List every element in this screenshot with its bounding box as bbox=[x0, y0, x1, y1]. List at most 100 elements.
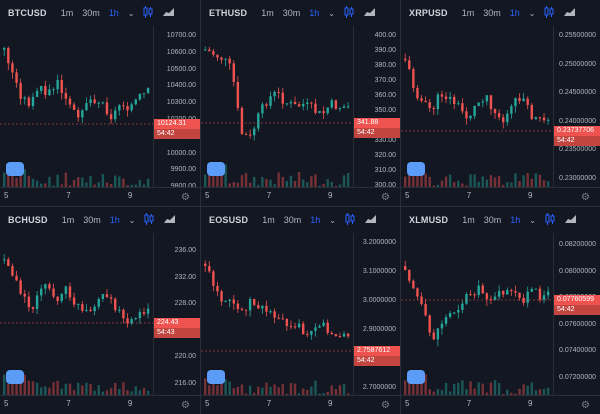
candle bbox=[265, 102, 268, 109]
price-axis[interactable]: 0.082000000.080000000.078000000.07600000… bbox=[553, 233, 600, 396]
timeframe-30m[interactable]: 30m bbox=[483, 8, 501, 18]
timeframe-30m[interactable]: 30m bbox=[282, 8, 301, 18]
volume-bar bbox=[293, 383, 297, 396]
chart-pane-eosusd[interactable]: EOSUSD 1m 30m 1h ⌄ 3.2000000 3.1000000 3.000000… bbox=[201, 207, 400, 414]
timeframe-1h[interactable]: 1h bbox=[309, 8, 320, 18]
price-axis[interactable]: 3.20000003.10000003.00000002.90000002.80… bbox=[353, 233, 400, 396]
time-axis[interactable]: 5 7 9 ⚙ bbox=[0, 395, 200, 414]
price-axis[interactable]: 10700.00 10600.00 10500.00 10400.00 10300.00… bbox=[153, 26, 200, 190]
symbol-label[interactable]: BCHUSD bbox=[8, 215, 48, 225]
time-axis[interactable]: 5 7 9 ⚙ bbox=[201, 187, 400, 206]
timeframe-1h[interactable]: 1h bbox=[109, 215, 120, 225]
chevron-down-icon[interactable]: ⌄ bbox=[528, 8, 536, 18]
symbol-label[interactable]: EOSUSD bbox=[209, 215, 249, 225]
time-axis[interactable]: 5 7 9 ⚙ bbox=[401, 187, 600, 206]
candles-icon[interactable] bbox=[345, 213, 355, 227]
volume-bar bbox=[546, 387, 550, 396]
candles-icon[interactable] bbox=[545, 213, 555, 227]
area-chart-icon[interactable] bbox=[363, 7, 376, 19]
candle bbox=[424, 96, 427, 103]
timeframe-1h[interactable]: 1h bbox=[509, 8, 520, 18]
volume-bar bbox=[105, 182, 109, 188]
candlestick-plot[interactable] bbox=[0, 26, 154, 188]
timeframe-1m[interactable]: 1m bbox=[261, 8, 274, 18]
symbol-label[interactable]: XLMUSD bbox=[409, 215, 449, 225]
timeframe-1m[interactable]: 1m bbox=[60, 8, 74, 18]
candle bbox=[538, 285, 542, 303]
timeframe-30m[interactable]: 30m bbox=[483, 215, 502, 225]
timeframe-1m[interactable]: 1m bbox=[61, 215, 75, 225]
candlestick-plot[interactable] bbox=[0, 233, 154, 396]
settings-gear-icon[interactable]: ⚙ bbox=[581, 192, 590, 203]
tradingview-logo-icon[interactable] bbox=[207, 370, 225, 384]
timeframe-1h[interactable]: 1h bbox=[510, 215, 521, 225]
chart-pane-xrpusd[interactable]: XRPUSD 1m 30m 1h ⌄ 0.25500000 0.25000000 0.2450… bbox=[401, 0, 600, 206]
chevron-down-icon[interactable]: ⌄ bbox=[328, 8, 335, 18]
timeframe-1m[interactable]: 1m bbox=[262, 215, 275, 225]
settings-gear-icon[interactable]: ⚙ bbox=[381, 400, 390, 411]
chart-pane-bchusd[interactable]: BCHUSD 1m 30m 1h ⌄ 236.00232.00228.00224.0022… bbox=[0, 207, 200, 414]
volume-bar bbox=[146, 390, 150, 396]
chevron-down-icon[interactable]: ⌄ bbox=[128, 215, 136, 225]
timeframe-1h[interactable]: 1h bbox=[108, 8, 119, 18]
timeframe-30m[interactable]: 30m bbox=[283, 215, 302, 225]
tradingview-logo-icon[interactable] bbox=[6, 162, 24, 176]
price-axis[interactable]: 400.00390.00380.00370.00360.00350.00340.… bbox=[353, 26, 400, 189]
settings-gear-icon[interactable]: ⚙ bbox=[381, 192, 390, 203]
timeframe-1m[interactable]: 1m bbox=[461, 8, 475, 18]
symbol-label[interactable]: BTCUSD bbox=[8, 8, 47, 18]
timeframe-30m[interactable]: 30m bbox=[82, 8, 100, 18]
chevron-down-icon[interactable]: ⌄ bbox=[127, 8, 135, 18]
candle bbox=[7, 46, 10, 70]
area-chart-icon[interactable] bbox=[364, 214, 377, 226]
tradingview-logo-icon[interactable] bbox=[207, 162, 225, 176]
chevron-down-icon[interactable]: ⌄ bbox=[329, 215, 336, 225]
volume-bar bbox=[485, 392, 489, 396]
chart-pane-xlmusd[interactable]: XLMUSD 1m 30m 1h ⌄ 0.082000000.080000000.0780… bbox=[401, 207, 600, 414]
volume-bar bbox=[212, 373, 215, 396]
settings-gear-icon[interactable]: ⚙ bbox=[181, 400, 190, 411]
chart-pane-btcusd[interactable]: BTCUSD 1m 30m 1h ⌄ 10700.00 10600.00 10500.00 10… bbox=[0, 0, 200, 206]
settings-gear-icon[interactable]: ⚙ bbox=[581, 400, 590, 411]
candlestick-plot[interactable] bbox=[201, 26, 354, 188]
candle bbox=[77, 303, 80, 310]
volume-bar bbox=[236, 386, 240, 396]
candlestick-plot[interactable] bbox=[401, 233, 554, 396]
candle bbox=[220, 289, 223, 306]
time-axis[interactable]: 5 7 9 ⚙ bbox=[401, 395, 600, 414]
time-axis[interactable]: 5 7 9 ⚙ bbox=[201, 395, 400, 414]
tradingview-logo-icon[interactable] bbox=[6, 370, 24, 384]
timeframe-30m[interactable]: 30m bbox=[83, 215, 101, 225]
price-tick-label: 3.1000000 bbox=[362, 268, 396, 275]
volume-bar bbox=[502, 393, 505, 396]
area-chart-icon[interactable] bbox=[164, 214, 176, 226]
symbol-label[interactable]: XRPUSD bbox=[409, 8, 448, 18]
candles-icon[interactable] bbox=[143, 6, 153, 20]
timeframe-1m[interactable]: 1m bbox=[462, 215, 475, 225]
candles-icon[interactable] bbox=[544, 6, 554, 20]
settings-gear-icon[interactable]: ⚙ bbox=[181, 192, 190, 203]
time-axis[interactable]: 5 7 9 ⚙ bbox=[0, 187, 200, 206]
price-axis[interactable]: 0.25500000 0.25000000 0.24500000 0.24000000… bbox=[553, 26, 600, 188]
chevron-down-icon[interactable]: ⌄ bbox=[529, 215, 536, 225]
area-chart-icon[interactable] bbox=[564, 214, 577, 226]
volume-bar bbox=[40, 183, 43, 188]
candles-icon[interactable] bbox=[144, 213, 154, 227]
candle bbox=[118, 103, 121, 116]
tradingview-logo-icon[interactable] bbox=[407, 162, 425, 176]
area-chart-icon[interactable] bbox=[163, 7, 175, 19]
candlestick-plot[interactable] bbox=[201, 233, 354, 396]
candle bbox=[412, 279, 415, 290]
timeframe-1h[interactable]: 1h bbox=[310, 215, 321, 225]
area-chart-icon[interactable] bbox=[564, 7, 576, 19]
candlestick-plot[interactable] bbox=[401, 26, 554, 188]
candles-icon[interactable] bbox=[344, 6, 354, 20]
volume-bar bbox=[534, 173, 538, 188]
symbol-label[interactable]: ETHUSD bbox=[209, 8, 248, 18]
candle bbox=[432, 105, 435, 115]
chart-pane-ethusd[interactable]: ETHUSD 1m 30m 1h ⌄ 400.00 390.00 380.00 370.00 36… bbox=[201, 0, 400, 206]
time-tick-label: 9 bbox=[327, 399, 333, 408]
tradingview-logo-icon[interactable] bbox=[407, 370, 425, 384]
volume-bar bbox=[146, 178, 150, 188]
price-axis[interactable]: 236.00232.00228.00224.00220.00216.00224.… bbox=[153, 233, 200, 396]
